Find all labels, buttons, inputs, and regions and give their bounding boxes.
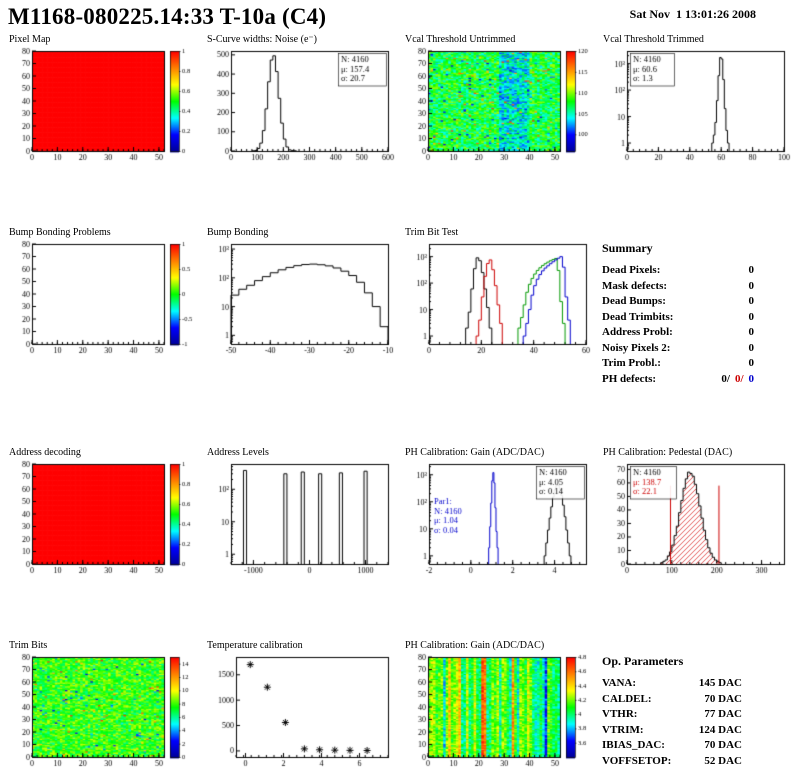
summary-row: Noisy Pixels 2: 0: [602, 341, 754, 357]
op-parameters-rows: VANA: 145 DAC CALDEL: 70 DAC VTHR: 77 DAC VTRI…: [602, 676, 796, 769]
panel-title: PH Calibration: Pedestal (DAC): [603, 447, 733, 458]
ph-gain-hist-canvas: [402, 460, 594, 580]
panel-bump-bonding: Bump Bonding: [204, 227, 400, 387]
row-value: 0: [748, 341, 755, 354]
panel-op-parameters: Op. Parameters VANA: 145 DAC CALDEL: 70 DAC…: [600, 640, 796, 772]
row-label: VTHR:: [602, 708, 638, 720]
panel-ph-gain-hist: PH Calibration: Gain (ADC/DAC): [402, 447, 598, 580]
param-row: VANA: 145 DAC: [602, 676, 742, 692]
panel-title: Temperature calibration: [207, 640, 303, 651]
row-value: 0: [748, 357, 755, 369]
row-label: PH defects:: [602, 372, 657, 385]
param-row: VTHR: 77 DAC: [602, 707, 742, 723]
op-parameters-title: Op. Parameters: [602, 654, 684, 668]
panel-title: Bump Bonding: [207, 227, 269, 238]
trim-bits-map-canvas: [6, 653, 198, 772]
ph-gain-map-canvas: [402, 653, 594, 772]
panel-bump-bonding-problems: Bump Bonding Problems: [6, 227, 202, 387]
panel-vcal-threshold-trimmed: Vcal Threshold Trimmed: [600, 34, 796, 167]
row-value: 0: [748, 279, 755, 292]
ph-defect-count: 0/: [721, 372, 730, 385]
panel-title: Pixel Map: [9, 34, 51, 45]
row-value: 0: [748, 310, 755, 323]
summary-row: Dead Trimbits: 0: [602, 310, 754, 326]
panel-title: Trim Bits: [9, 640, 48, 651]
row-label: Trim Probl.:: [602, 357, 661, 369]
row-value: 0: [748, 295, 755, 307]
row-value: 77 DAC: [704, 708, 742, 720]
trim-bit-test-canvas: [402, 240, 594, 360]
bump-problems-canvas: [6, 240, 198, 360]
vcal-trimmed-canvas: [600, 47, 792, 167]
ph-defects-values: 0/0/0: [716, 372, 754, 388]
page-header: M1168-080225.14:33 T-10a (C4) Sat Nov 1 …: [0, 0, 796, 30]
row-label: Address Probl:: [602, 326, 673, 338]
panel-summary: Summary Dead Pixels: 0 Mask defects: 0 Dead …: [600, 227, 796, 387]
panel-address-decoding: Address decoding: [6, 447, 202, 580]
param-row: IBIAS_DAC: 70 DAC: [602, 738, 742, 754]
scurve-noise-canvas: [204, 47, 396, 167]
panel-title: Address Levels: [207, 447, 269, 458]
row-label: Dead Pixels:: [602, 264, 661, 276]
panel-trim-bit-test: Trim Bit Test: [402, 227, 598, 387]
panel-title: Address decoding: [9, 447, 81, 458]
panel-title: Vcal Threshold Untrimmed: [405, 34, 516, 45]
ph-defect-count: 0: [748, 372, 755, 385]
summary-row: Dead Pixels: 0: [602, 263, 754, 279]
panel-address-levels: Address Levels: [204, 447, 400, 580]
row-value: 124 DAC: [698, 723, 742, 736]
row-label: IBIAS_DAC:: [602, 739, 665, 751]
param-row: VOFFSETOP: 52 DAC: [602, 754, 742, 770]
row-value: 52 DAC: [704, 754, 742, 767]
summary-title: Summary: [602, 241, 653, 255]
panel-scurve-noise: S-Curve widths: Noise (e⁻): [204, 34, 400, 167]
panel-pixel-map: Pixel Map: [6, 34, 202, 167]
row-label: CALDEL:: [602, 692, 652, 705]
panel-title: Vcal Threshold Trimmed: [603, 34, 704, 45]
row-value: 145 DAC: [698, 677, 742, 689]
ph-pedestal-canvas: [600, 460, 792, 580]
param-row: VTRIM: 124 DAC: [602, 723, 742, 739]
panel-title: S-Curve widths: Noise (e⁻): [207, 34, 317, 45]
summary-row: Address Probl: 0: [602, 325, 754, 341]
bump-bonding-canvas: [204, 240, 396, 360]
panel-title: Trim Bit Test: [405, 227, 459, 238]
pixel-map-canvas: [6, 47, 198, 167]
row-label: Mask defects:: [602, 279, 668, 292]
panel-vcal-threshold-untrimmed: Vcal Threshold Untrimmed: [402, 34, 598, 167]
panel-trim-bits-map: Trim Bits: [6, 640, 202, 772]
panel-ph-pedestal: PH Calibration: Pedestal (DAC): [600, 447, 796, 580]
panel-title: Bump Bonding Problems: [9, 227, 111, 238]
panel-title: PH Calibration: Gain (ADC/DAC): [405, 640, 545, 651]
row-value: 0: [748, 264, 755, 276]
panel-title: PH Calibration: Gain (ADC/DAC): [405, 447, 545, 458]
summary-rows: Dead Pixels: 0 Mask defects: 0 Dead Bumps: 0 D…: [602, 263, 796, 387]
address-levels-canvas: [204, 460, 396, 580]
row-value: 0: [748, 326, 755, 338]
row-value: 70 DAC: [704, 692, 742, 705]
module-title: M1168-080225.14:33 T-10a (C4): [8, 4, 327, 29]
row-label: Dead Bumps:: [602, 295, 666, 307]
panel-temperature-calibration: Temperature calibration: [204, 640, 400, 772]
row-label: VOFFSETOP:: [602, 754, 672, 767]
plots-grid: Pixel Map S-Curve widths: Noise (e⁻) Vca…: [0, 30, 796, 772]
row-label: VANA:: [602, 677, 637, 689]
param-row: CALDEL: 70 DAC: [602, 692, 742, 708]
vcal-untrimmed-canvas: [402, 47, 594, 167]
summary-row-ph-defects: PH defects: 0/0/0: [602, 372, 754, 388]
row-label: Dead Trimbits:: [602, 310, 674, 323]
summary-row: Dead Bumps: 0: [602, 294, 754, 310]
ph-defect-count: 0/: [734, 372, 744, 385]
summary-row: Trim Probl.: 0: [602, 356, 754, 372]
row-label: Noisy Pixels 2:: [602, 341, 671, 354]
address-decoding-canvas: [6, 460, 198, 580]
row-label: VTRIM:: [602, 723, 644, 736]
temperature-calibration-canvas: [204, 653, 396, 772]
timestamp: Sat Nov 1 13:01:26 2008: [629, 7, 756, 21]
row-value: 70 DAC: [704, 739, 742, 751]
panel-ph-gain-map: PH Calibration: Gain (ADC/DAC): [402, 640, 598, 772]
summary-row: Mask defects: 0: [602, 279, 754, 295]
